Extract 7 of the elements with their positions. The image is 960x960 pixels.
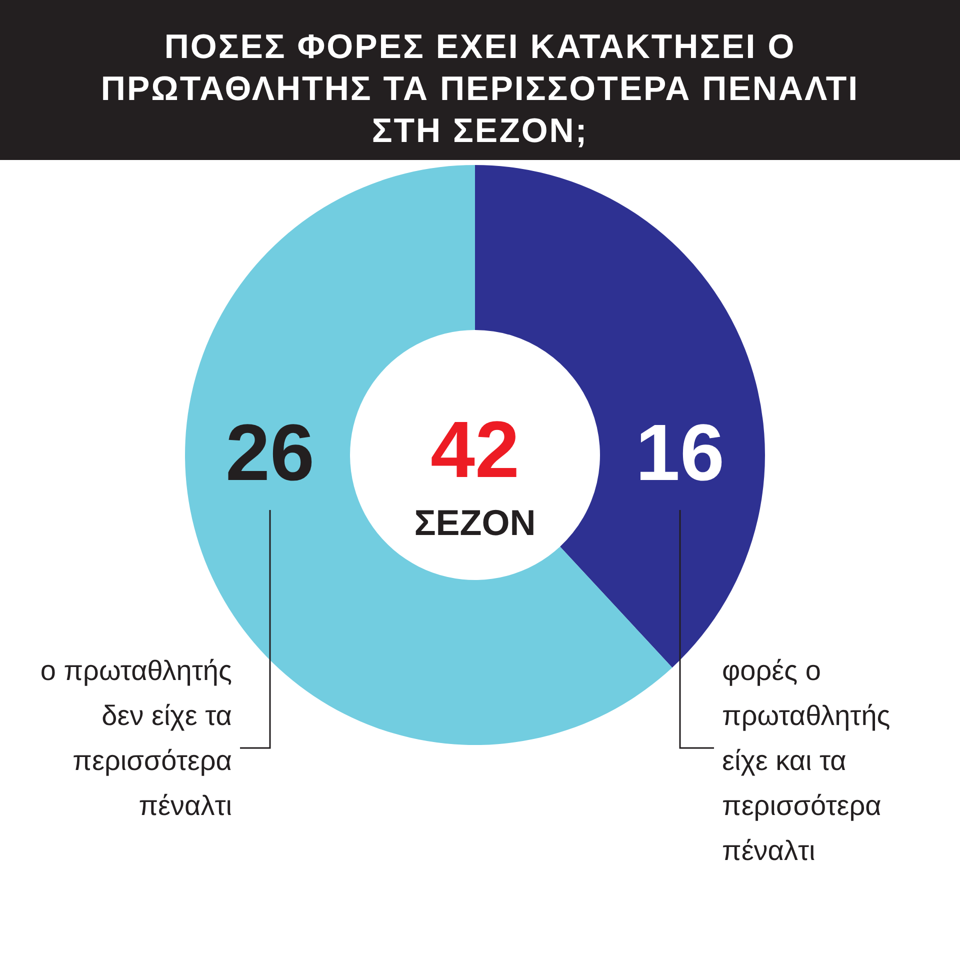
chart-title: ΠΟΣΕΣ ΦΟΡΕΣ ΕΧΕΙ ΚΑΤΑΚΤΗΣΕΙ Ο ΠΡΩΤΑΘΛΗΤΗΣ ΤΑ ΠΕΡΙΣΣΟΤΕΡΑ ΠΕΝΑΛΤΙ ΣΤΗ ΣΕΖΟΝ; [100,28,860,150]
slice-label: φορές ο πρωταθλητής είχε και τα περισσότερα πέναλτι [722,655,890,866]
slice-label: ο πρωταθλητής δεν είχε τα περισσότερα πέναλτι [40,655,232,821]
text: ΣΕΖΟΝ [414,502,536,543]
text: 42 [430,405,520,494]
data-label: 16 [636,408,724,497]
data-label: 26 [226,408,314,497]
